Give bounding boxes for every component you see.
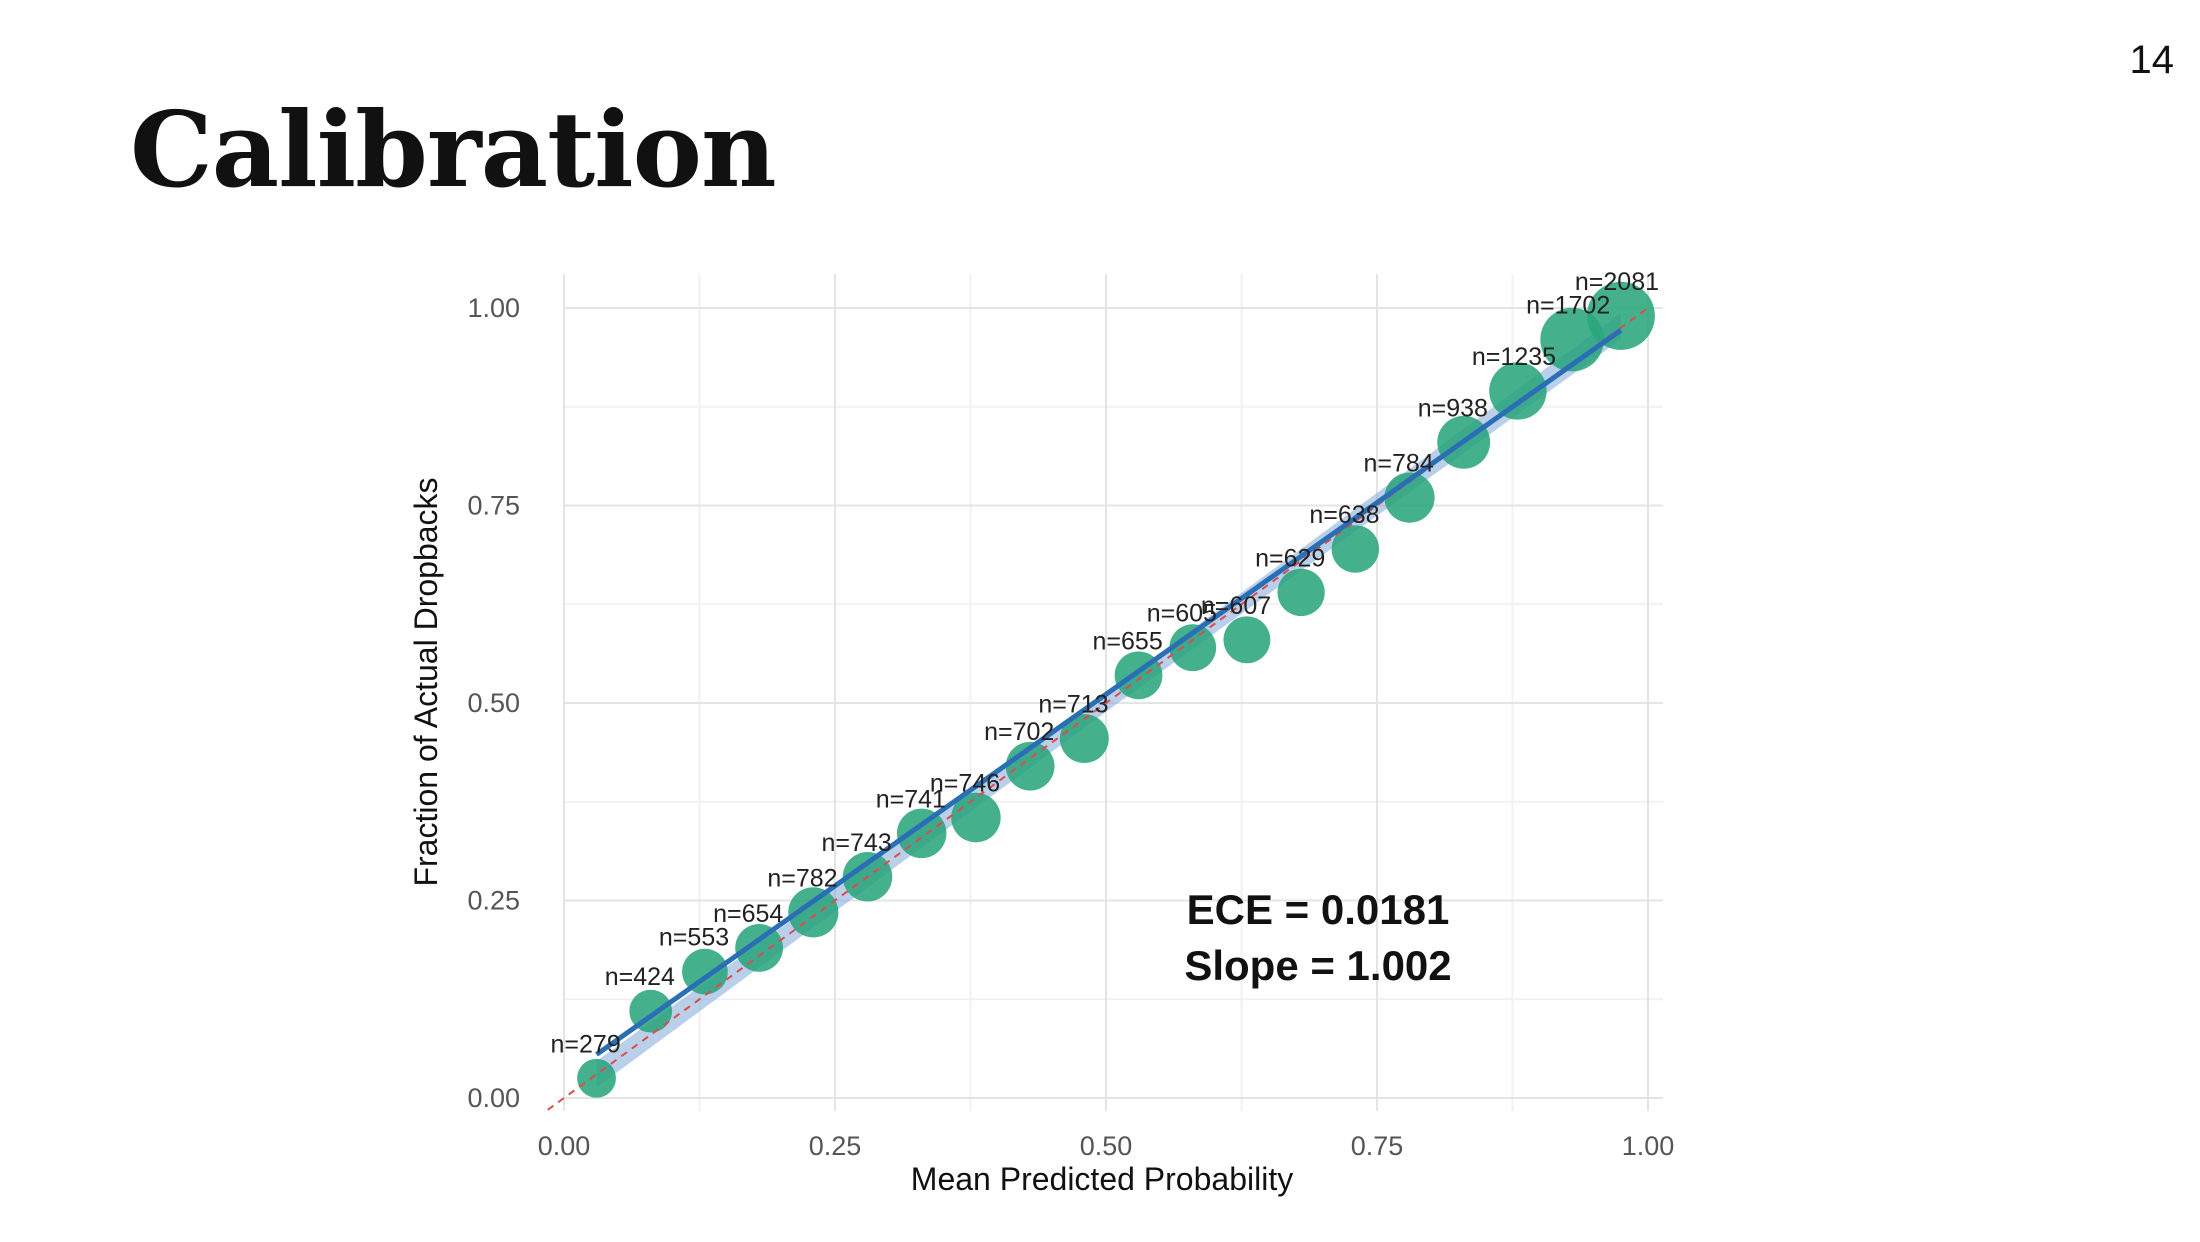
point-label: n=607 <box>1201 592 1271 620</box>
y-tick-label: 0.00 <box>467 1083 520 1113</box>
annotations: ECE = 0.0181 Slope = 1.002 <box>1184 886 1451 989</box>
point-label: n=638 <box>1309 501 1379 529</box>
slide-title: Calibration <box>130 88 777 211</box>
point-label: n=1235 <box>1472 343 1556 371</box>
point-label: n=424 <box>605 963 675 991</box>
point-label: n=938 <box>1418 394 1488 422</box>
data-point <box>1059 714 1109 764</box>
data-point <box>896 808 947 859</box>
data-point <box>1277 568 1325 617</box>
point-label: n=743 <box>822 829 892 857</box>
data-point <box>1223 616 1271 664</box>
axes: 0.00 0.25 0.50 0.75 1.00 0.00 0.25 0.50 0.75 1.00… <box>408 293 1674 1197</box>
x-tick-label: 0.00 <box>538 1131 591 1161</box>
point-label: n=2081 <box>1575 268 1659 296</box>
data-point <box>1586 281 1655 350</box>
x-tick-label: 1.00 <box>1622 1131 1675 1161</box>
point-label: n=553 <box>659 924 729 952</box>
fit-lines <box>547 307 1649 1111</box>
fit-line <box>595 328 1623 1057</box>
point-label: n=741 <box>876 785 946 813</box>
point-label: n=629 <box>1255 544 1325 572</box>
stat-annotation: Slope = 1.002 <box>1184 942 1451 989</box>
x-axis-title: Mean Predicted Probability <box>911 1161 1293 1197</box>
y-axis-title: Fraction of Actual Dropbacks <box>408 477 444 886</box>
data-point <box>1169 624 1217 672</box>
point-label: n=654 <box>713 900 783 928</box>
grid-minor <box>564 274 1663 1111</box>
point-label: n=782 <box>767 864 837 892</box>
point-label: n=746 <box>930 770 1000 798</box>
x-tick-label: 0.75 <box>1351 1131 1404 1161</box>
point-label: n=1702 <box>1526 292 1610 320</box>
page-number: 14 <box>2129 38 2175 82</box>
stat-annotation: ECE = 0.0181 <box>1187 886 1450 933</box>
data-point <box>1331 525 1380 573</box>
y-tick-label: 0.25 <box>467 886 520 916</box>
point-label: n=655 <box>1093 627 1163 655</box>
x-tick-label: 0.25 <box>809 1131 862 1161</box>
point-label: n=702 <box>984 718 1054 746</box>
y-tick-label: 0.75 <box>467 491 520 521</box>
x-tick-label: 0.50 <box>1080 1131 1133 1161</box>
point-label: n=279 <box>551 1030 621 1058</box>
data-point <box>735 924 784 972</box>
data-point <box>1384 472 1435 523</box>
data-point <box>1489 362 1547 420</box>
data-point <box>951 792 1001 843</box>
point-label: n=605 <box>1147 600 1217 628</box>
point-label: n=713 <box>1038 691 1108 719</box>
point-label: n=784 <box>1364 450 1434 478</box>
y-tick-label: 1.00 <box>467 293 520 323</box>
grid-major <box>563 274 1663 1111</box>
y-tick-label: 0.50 <box>467 688 520 718</box>
data-point <box>577 1058 616 1098</box>
